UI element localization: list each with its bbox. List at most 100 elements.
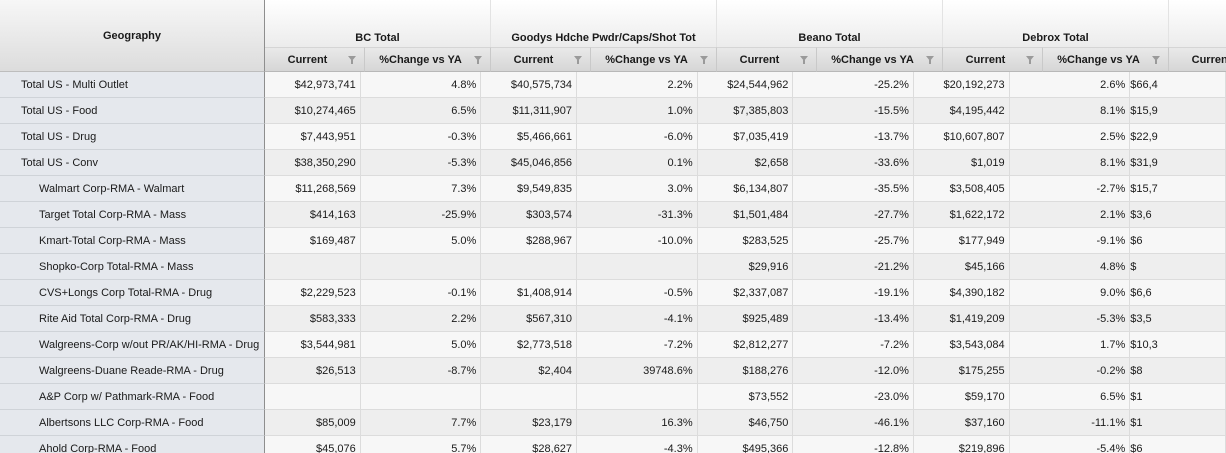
value-cell[interactable]: $2,773,518	[481, 332, 578, 358]
value-cell[interactable]: $10,274,465	[265, 98, 361, 124]
value-cell[interactable]: $31,9	[1130, 150, 1226, 176]
value-cell[interactable]: $3,508,405	[913, 176, 1010, 202]
table-row[interactable]: Total US - Food $10,274,465 6.5% $11,311,90…	[0, 98, 1226, 124]
table-row[interactable]: Total US - Drug $7,443,951 -0.3% $5,466,661…	[0, 124, 1226, 150]
value-cell[interactable]: $22,9	[1130, 124, 1226, 150]
geography-cell[interactable]: CVS+Longs Corp Total-RMA - Drug	[0, 280, 265, 306]
geography-header[interactable]: Geography	[0, 0, 265, 72]
group-header-debrox[interactable]: Debrox Total	[943, 0, 1169, 47]
value-cell[interactable]: -33.6%	[793, 150, 914, 176]
value-cell[interactable]: $4,195,442	[913, 98, 1010, 124]
value-cell[interactable]: $6	[1130, 228, 1226, 254]
value-cell[interactable]: 8.1%	[1009, 98, 1131, 124]
table-row[interactable]: A&P Corp w/ Pathmark-RMA - Food $73,552 -2…	[0, 384, 1226, 410]
column-header-change-vs-ya[interactable]: %Change vs YA	[1043, 47, 1169, 72]
table-row[interactable]: Target Total Corp-RMA - Mass $414,163 -25.…	[0, 202, 1226, 228]
geography-cell[interactable]: Ahold Corp-RMA - Food	[0, 436, 265, 453]
value-cell[interactable]	[481, 254, 578, 280]
value-cell[interactable]: $567,310	[481, 306, 578, 332]
value-cell[interactable]: $1,019	[913, 150, 1010, 176]
table-row[interactable]: Total US - Multi Outlet $42,973,741 4.8% $4…	[0, 72, 1226, 98]
filter-icon[interactable]	[348, 56, 356, 64]
geography-cell[interactable]: Total US - Food	[0, 98, 265, 124]
value-cell[interactable]: -5.3%	[1009, 306, 1131, 332]
value-cell[interactable]: $303,574	[481, 202, 578, 228]
value-cell[interactable]: $10,607,807	[913, 124, 1010, 150]
value-cell[interactable]: -25.2%	[793, 72, 914, 98]
group-header-beano[interactable]: Beano Total	[717, 0, 943, 47]
value-cell[interactable]: $219,896	[913, 436, 1010, 453]
value-cell[interactable]: 2.2%	[577, 72, 698, 98]
value-cell[interactable]: 1.0%	[577, 98, 698, 124]
table-row[interactable]: Total US - Conv $38,350,290 -5.3% $45,046,8…	[0, 150, 1226, 176]
value-cell[interactable]: -0.1%	[360, 280, 482, 306]
value-cell[interactable]: -7.2%	[793, 332, 914, 358]
geography-cell[interactable]: Kmart-Total Corp-RMA - Mass	[0, 228, 265, 254]
filter-icon[interactable]	[474, 56, 482, 64]
value-cell[interactable]	[265, 254, 361, 280]
column-header-current[interactable]: Current	[491, 47, 591, 72]
value-cell[interactable]: $3,544,981	[265, 332, 361, 358]
value-cell[interactable]: -0.2%	[1009, 358, 1131, 384]
value-cell[interactable]: 6.5%	[360, 98, 482, 124]
table-row[interactable]: Walgreens-Duane Reade-RMA - Drug $26,513-…	[0, 358, 1226, 384]
value-cell[interactable]: $23,179	[481, 410, 578, 436]
table-row[interactable]: Kmart-Total Corp-RMA - Mass $169,487 5.0% $…	[0, 228, 1226, 254]
value-cell[interactable]: $414,163	[265, 202, 361, 228]
value-cell[interactable]: $42,973,741	[265, 72, 361, 98]
value-cell[interactable]: -15.5%	[793, 98, 914, 124]
value-cell[interactable]: -11.1%	[1009, 410, 1131, 436]
column-header-change-vs-ya[interactable]: %Change vs YA	[817, 47, 943, 72]
value-cell[interactable]: $66,4	[1130, 72, 1226, 98]
value-cell[interactable]: -4.1%	[577, 306, 698, 332]
value-cell[interactable]: $59,170	[913, 384, 1010, 410]
value-cell[interactable]: $85,009	[265, 410, 361, 436]
value-cell[interactable]: $175,255	[913, 358, 1010, 384]
value-cell[interactable]: -8.7%	[360, 358, 482, 384]
value-cell[interactable]: -46.1%	[793, 410, 914, 436]
value-cell[interactable]	[481, 384, 578, 410]
value-cell[interactable]: 8.1%	[1009, 150, 1131, 176]
value-cell[interactable]: $1,501,484	[697, 202, 794, 228]
value-cell[interactable]: $6	[1130, 436, 1226, 453]
value-cell[interactable]: $6,134,807	[697, 176, 794, 202]
column-header-current[interactable]: Current	[265, 47, 365, 72]
filter-icon[interactable]	[1152, 56, 1160, 64]
filter-icon[interactable]	[700, 56, 708, 64]
value-cell[interactable]: $45,046,856	[481, 150, 578, 176]
value-cell[interactable]: $495,366	[697, 436, 794, 453]
value-cell[interactable]: -2.7%	[1009, 176, 1131, 202]
value-cell[interactable]: 5.0%	[360, 332, 482, 358]
value-cell[interactable]: 39748.6%	[577, 358, 698, 384]
column-header-current[interactable]: Current	[943, 47, 1043, 72]
value-cell[interactable]: -31.3%	[577, 202, 698, 228]
value-cell[interactable]: -5.4%	[1009, 436, 1131, 453]
value-cell[interactable]: 2.5%	[1009, 124, 1131, 150]
value-cell[interactable]: $46,750	[697, 410, 794, 436]
value-cell[interactable]: $20,192,273	[913, 72, 1010, 98]
group-header-bc-total[interactable]: BC Total	[265, 0, 491, 47]
value-cell[interactable]: -23.0%	[793, 384, 914, 410]
filter-icon[interactable]	[574, 56, 582, 64]
value-cell[interactable]: $925,489	[697, 306, 794, 332]
value-cell[interactable]: 9.0%	[1009, 280, 1131, 306]
value-cell[interactable]: $1	[1130, 410, 1226, 436]
geography-cell[interactable]: Albertsons LLC Corp-RMA - Food	[0, 410, 265, 436]
value-cell[interactable]: $2,337,087	[697, 280, 794, 306]
value-cell[interactable]: $169,487	[265, 228, 361, 254]
value-cell[interactable]: $8	[1130, 358, 1226, 384]
geography-cell[interactable]: Target Total Corp-RMA - Mass	[0, 202, 265, 228]
geography-cell[interactable]: Walgreens-Duane Reade-RMA - Drug	[0, 358, 265, 384]
column-header-current[interactable]: Current	[717, 47, 817, 72]
value-cell[interactable]: -12.0%	[793, 358, 914, 384]
value-cell[interactable]: -19.1%	[793, 280, 914, 306]
value-cell[interactable]: $177,949	[913, 228, 1010, 254]
value-cell[interactable]: $2,229,523	[265, 280, 361, 306]
value-cell[interactable]: -5.3%	[360, 150, 482, 176]
value-cell[interactable]: $	[1130, 254, 1226, 280]
value-cell[interactable]: $45,076	[265, 436, 361, 453]
value-cell[interactable]	[360, 254, 482, 280]
table-row[interactable]: CVS+Longs Corp Total-RMA - Drug $2,229,52…	[0, 280, 1226, 306]
value-cell[interactable]: $11,311,907	[481, 98, 578, 124]
value-cell[interactable]: 4.8%	[1009, 254, 1131, 280]
